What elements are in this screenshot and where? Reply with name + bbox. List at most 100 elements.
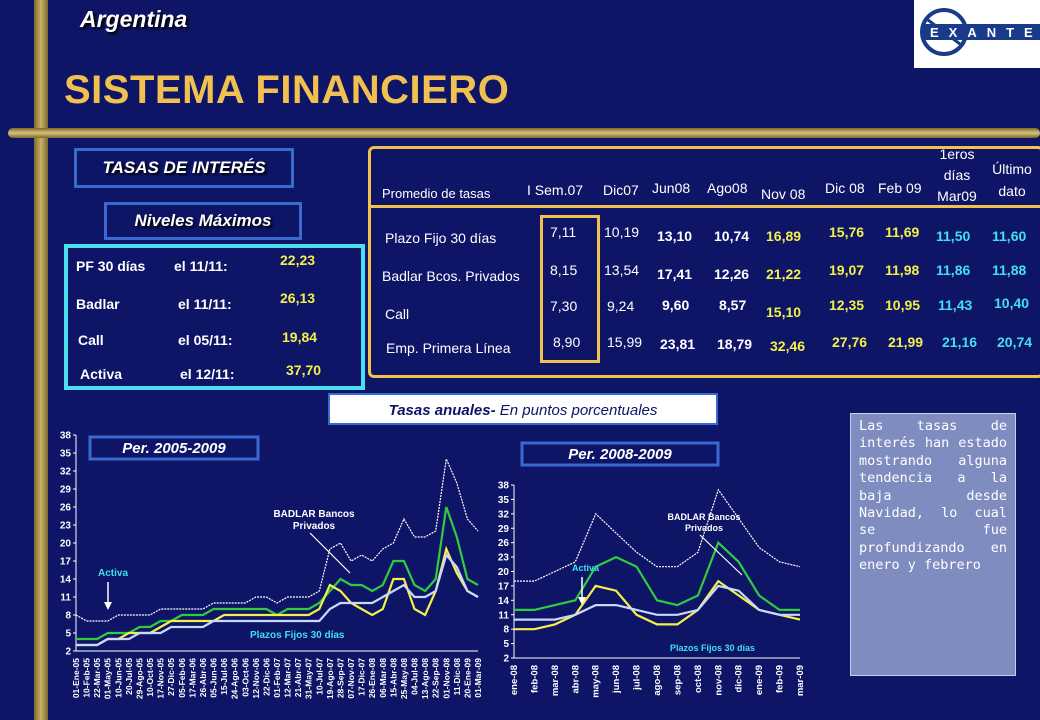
x-tick-label: 11-Dic-08 xyxy=(452,658,462,696)
max-date-0: el 11/11: xyxy=(174,258,228,274)
y-tick-label: 29 xyxy=(60,485,72,496)
x-tick-label: 01-May-05 xyxy=(103,658,113,699)
annotation-activa: Activa xyxy=(572,563,600,573)
x-tick-label: 01-Nov-08 xyxy=(441,658,451,699)
cell-0-2: 13,10 xyxy=(657,228,693,244)
cell-2-2: 9,60 xyxy=(662,297,690,313)
series-line-plazos-fijos-30-d-as xyxy=(514,584,800,621)
annotation-badlar: BADLAR Bancos Privados xyxy=(667,512,740,533)
row-header: Promedio de tasas xyxy=(382,186,491,201)
cell-3-2: 23,81 xyxy=(660,336,696,352)
niveles-label: Niveles Máximos xyxy=(104,202,302,240)
x-tick-label: 26-Abr-06 xyxy=(198,658,208,697)
y-tick-label: 26 xyxy=(60,503,72,514)
x-tick-label: feb-09 xyxy=(775,665,786,693)
x-tick-label: 10-Jul-07 xyxy=(314,658,324,695)
x-tick-label: dic-08 xyxy=(734,665,745,692)
x-tick-label: 03-Oct-06 xyxy=(240,658,250,697)
cell-2-0: 7,30 xyxy=(550,298,578,314)
row-name-0: Plazo Fijo 30 días xyxy=(385,230,497,246)
y-tick-label: 26 xyxy=(498,538,510,549)
y-tick-label: 20 xyxy=(498,567,510,578)
series-line-activa xyxy=(514,488,801,582)
cell-1-2: 17,41 xyxy=(657,266,693,282)
y-tick-label: 35 xyxy=(498,495,510,506)
y-tick-label: 17 xyxy=(498,581,510,592)
x-tick-label: 21-Abr-07 xyxy=(293,658,303,697)
rates-highlight-column xyxy=(540,215,600,363)
x-tick-label: ago-08 xyxy=(652,665,663,696)
y-tick-label: 17 xyxy=(60,557,72,568)
x-tick-label: ene-09 xyxy=(754,665,765,695)
row-name-1: Badlar Bcos. Privados xyxy=(382,268,520,284)
y-tick-label: 38 xyxy=(498,481,510,492)
col-header-3: Ago08 xyxy=(707,180,748,196)
x-tick-label: jul-08 xyxy=(632,665,643,691)
annotation-badlar-pointer xyxy=(699,534,743,576)
y-tick-label: 8 xyxy=(65,611,71,622)
y-tick-label: 11 xyxy=(60,593,71,604)
y-tick-label: 20 xyxy=(60,539,72,550)
x-tick-label: 17-Dic-07 xyxy=(357,658,367,696)
x-tick-label: 07-Nov-07 xyxy=(346,658,356,699)
x-tick-label: 27-Dic-05 xyxy=(166,658,176,696)
cell-1-1: 13,54 xyxy=(604,262,640,278)
max-label-1: Badlar xyxy=(76,296,120,312)
x-tick-label: 17-Nov-05 xyxy=(156,658,166,699)
col-header-0: I Sem.07 xyxy=(527,182,584,198)
cell-2-7: 11,43 xyxy=(938,297,973,313)
y-tick-label: 2 xyxy=(65,647,71,658)
x-tick-label: 26-Ene-08 xyxy=(367,658,377,698)
y-tick-label: 5 xyxy=(503,639,509,650)
cell-1-3: 12,26 xyxy=(714,266,750,282)
cell-1-8: 11,88 xyxy=(992,262,1027,278)
x-tick-label: 15-Jul-06 xyxy=(219,658,229,695)
cell-1-4: 21,22 xyxy=(766,266,802,282)
annotation-plazos-fijos: Plazos Fijos 30 días xyxy=(250,630,345,641)
chart-2005-2009: 2 5 8 11 14 17 20 23 26 29 32 35 38 01-Ene-05 10-Feb-0… xyxy=(60,431,483,700)
y-tick-label: 35 xyxy=(60,449,72,460)
left-gold-bar xyxy=(34,0,48,720)
x-tick-label: 20-Ene-09 xyxy=(462,658,472,698)
x-tick-label: ene-08 xyxy=(509,665,520,695)
charts-subtitle: Tasas anuales- En puntos porcentuales xyxy=(328,393,718,425)
y-tick-label: 32 xyxy=(60,467,72,478)
x-tick-label: mar-09 xyxy=(795,665,806,696)
logo-text: EXANTE xyxy=(930,25,1040,40)
rates-table xyxy=(368,146,1040,378)
x-tick-label: 22-Sep-08 xyxy=(431,658,441,698)
cell-0-6: 11,69 xyxy=(885,224,920,240)
x-tick-label: 20-Jul-05 xyxy=(124,658,134,695)
cell-3-3: 18,79 xyxy=(717,336,753,352)
row-name-3: Emp. Primera Línea xyxy=(386,340,511,356)
cell-3-6: 21,99 xyxy=(888,334,924,350)
x-tick-label: 10-Jun-05 xyxy=(113,658,123,698)
cell-1-0: 8,15 xyxy=(550,262,578,278)
x-tick-label: 10-Feb-05 xyxy=(82,658,92,698)
cell-0-3: 10,74 xyxy=(714,228,750,244)
cell-1-7: 11,86 xyxy=(936,262,971,278)
cell-3-5: 27,76 xyxy=(832,334,868,350)
cell-3-8: 20,74 xyxy=(997,334,1033,350)
max-date-3: el 12/11: xyxy=(180,366,235,382)
x-tick-label: 15-Abr-08 xyxy=(388,658,398,697)
col-header-4: Nov 08 xyxy=(761,186,806,202)
y-tick-label: 38 xyxy=(60,431,72,442)
annotation-activa-arrowhead xyxy=(578,597,586,605)
exante-logo-graphic: EXANTE xyxy=(920,8,1040,56)
col-header-7: 1eros días Mar09 xyxy=(937,146,977,204)
chart-title: Per. 2005-2009 xyxy=(122,440,226,457)
chart-title: Per. 2008-2009 xyxy=(568,446,672,463)
page-title: SISTEMA FINANCIERO xyxy=(64,68,510,112)
cell-3-0: 8,90 xyxy=(553,334,581,350)
y-tick-label: 23 xyxy=(60,521,72,532)
x-tick-label: 01-Mar-09 xyxy=(473,658,483,698)
x-tick-label: sep-08 xyxy=(672,665,683,695)
row-name-2: Call xyxy=(385,306,410,322)
annotation-badlar-pointer xyxy=(309,532,351,574)
x-tick-label: 29-Ago-05 xyxy=(134,658,144,699)
cell-0-7: 11,50 xyxy=(936,228,971,244)
x-tick-label: mar-08 xyxy=(550,665,561,696)
y-tick-label: 14 xyxy=(498,596,510,607)
cell-0-8: 11,60 xyxy=(992,228,1027,244)
